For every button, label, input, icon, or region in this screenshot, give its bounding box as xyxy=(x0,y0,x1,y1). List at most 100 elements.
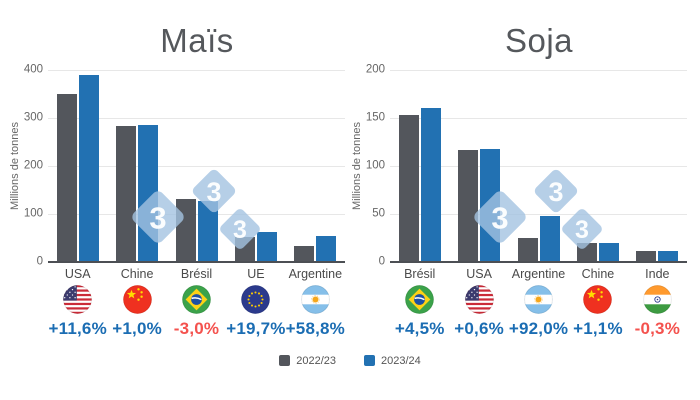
bar-2023/24 xyxy=(197,200,218,262)
percent-changes: +4,5% +0,6% +92,0% +1,1% -0,3% xyxy=(390,319,687,339)
legend-swatch xyxy=(279,355,291,367)
gridline xyxy=(48,117,345,119)
y-axis-title: Millions de tonnes xyxy=(9,121,21,210)
percent-change: +19,7% xyxy=(226,318,286,338)
legend-label: 2022/23 xyxy=(296,354,336,367)
flag-china-icon xyxy=(107,285,166,315)
gridline xyxy=(48,213,345,215)
category-label: Brésil xyxy=(180,266,213,281)
gridline xyxy=(48,69,345,71)
category-label: Brésil xyxy=(404,266,436,281)
y-tick-label: 0 xyxy=(378,255,385,268)
flag-eu-icon xyxy=(226,285,285,315)
bar-2022/23 xyxy=(234,237,255,262)
bar-group-inde xyxy=(628,70,687,262)
y-axis-ticks: 0 100 200 300 400 xyxy=(22,64,48,267)
bar-2023/24 xyxy=(138,124,159,262)
bar-2023/24 xyxy=(78,74,99,262)
bar-2023/24 xyxy=(316,236,337,262)
flag-usa-icon xyxy=(48,285,107,315)
bar-2023/24 xyxy=(658,251,679,262)
category-labels: USA Chine Brésil UE Argentine xyxy=(48,267,345,281)
flag-brazil-icon xyxy=(390,285,449,315)
bar-group-argentine xyxy=(509,70,568,262)
gridline xyxy=(390,213,687,215)
bar-2022/23 xyxy=(458,150,479,262)
legend-label: 2023/24 xyxy=(381,354,421,367)
category-label: Chine xyxy=(581,266,615,281)
bar-2023/24 xyxy=(598,243,619,262)
category-label: Argentine xyxy=(511,266,566,281)
category-label: Chine xyxy=(120,266,154,281)
flag-usa-icon xyxy=(449,285,508,315)
category-label: Argentine xyxy=(288,266,343,281)
percent-change: +58,8% xyxy=(285,318,345,338)
bar-series xyxy=(48,70,345,262)
bar-2022/23 xyxy=(116,126,137,262)
category-label: UE xyxy=(247,266,265,281)
x-axis-line xyxy=(390,260,687,263)
flag-argentina-icon xyxy=(286,285,345,315)
percent-change: +4,5% xyxy=(394,318,445,338)
y-tick-label: 300 xyxy=(23,111,43,124)
percent-change: +0,6% xyxy=(454,318,504,338)
legend: 2022/23 2023/24 xyxy=(0,355,700,367)
bar-2022/23 xyxy=(576,243,597,262)
country-flags xyxy=(48,285,345,315)
legend-item-2023-24[interactable]: 2023/24 xyxy=(364,355,421,367)
percent-change: +11,6% xyxy=(48,318,107,338)
percent-change: -3,0% xyxy=(173,318,220,338)
chart-title: Soja xyxy=(504,22,574,59)
bar-2022/23 xyxy=(294,245,315,262)
legend-item-2022-23[interactable]: 2022/23 xyxy=(279,355,336,367)
bar-2023/24 xyxy=(256,232,277,262)
y-tick-label: 400 xyxy=(23,63,43,76)
y-axis-ticks: 0 50 100 150 200 xyxy=(364,64,390,267)
category-label: Inde xyxy=(645,266,670,281)
gridline xyxy=(390,69,687,71)
bar-group-argentine xyxy=(286,70,345,262)
bar-2023/24 xyxy=(539,215,560,262)
bar-2022/23 xyxy=(56,94,77,262)
flag-brazil-icon xyxy=(167,285,226,315)
bar-group-ue xyxy=(226,70,285,262)
category-labels: Brésil USA Argentine Chine Inde xyxy=(390,267,687,281)
x-axis-line xyxy=(48,260,345,263)
bar-2023/24 xyxy=(420,108,441,262)
flag-india-icon xyxy=(628,285,687,315)
bar-2022/23 xyxy=(175,199,196,262)
y-tick-label: 150 xyxy=(365,111,385,124)
bar-group-chine xyxy=(107,70,166,262)
y-tick-label: 200 xyxy=(365,63,385,76)
bar-group-brésil xyxy=(167,70,226,262)
country-flags xyxy=(390,285,687,315)
category-label: USA xyxy=(64,266,91,281)
bar-2022/23 xyxy=(517,237,538,262)
flag-china-icon xyxy=(568,285,627,315)
y-tick-label: 50 xyxy=(372,207,385,220)
y-axis-title: Millions de tonnes xyxy=(351,121,363,210)
category-label: USA xyxy=(466,266,492,281)
percent-change: +1,1% xyxy=(573,318,623,338)
legend-swatch xyxy=(364,355,375,367)
bar-2022/23 xyxy=(636,251,657,262)
percent-changes: +11,6% +1,0% -3,0% +19,7% +58,8% xyxy=(48,319,345,339)
gridline xyxy=(390,117,687,119)
y-tick-label: 100 xyxy=(23,207,43,220)
percent-change: +1,0% xyxy=(112,318,162,338)
y-tick-label: 200 xyxy=(23,159,43,172)
gridline xyxy=(48,165,345,167)
bar-group-brésil xyxy=(390,70,449,262)
chart-title: Maïs xyxy=(160,22,234,59)
bar-2023/24 xyxy=(480,149,501,262)
flag-argentina-icon xyxy=(509,285,568,315)
percent-change: +92,0% xyxy=(508,318,569,338)
bar-group-usa xyxy=(48,70,107,262)
y-tick-label: 0 xyxy=(36,255,43,268)
